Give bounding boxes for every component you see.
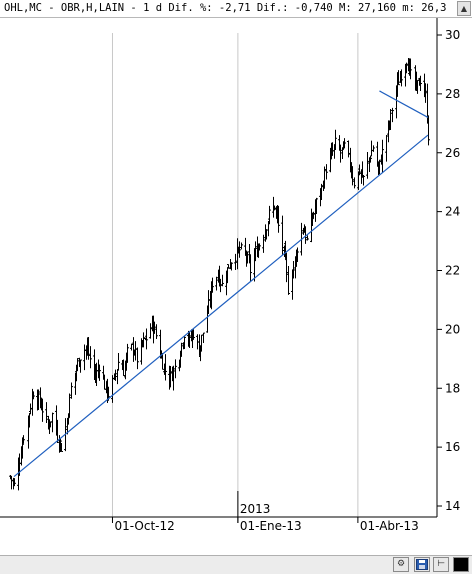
y-tick-label: 22 bbox=[445, 264, 460, 278]
resistance-trendline bbox=[379, 90, 429, 118]
axes: 01-Oct-12 01-Ene-13 01-Abr-13 2013 30 28 26 24 2… bbox=[0, 18, 460, 533]
chart-header: OHL,MC - OBR,H,LAIN - 1 d Dif. %: -2,71 … bbox=[0, 0, 472, 18]
pin-icon[interactable]: ⊢ bbox=[433, 557, 449, 572]
trendlines[interactable] bbox=[13, 90, 429, 478]
x-tick-label: 01-Ene-13 bbox=[240, 519, 302, 533]
y-tick-label: 26 bbox=[445, 146, 460, 160]
bottom-toolbar: ⚙ ⊢ bbox=[0, 555, 472, 574]
wrench-icon[interactable]: ⚙ bbox=[393, 557, 409, 572]
grid-lines bbox=[111, 33, 359, 517]
year-marker-label: 2013 bbox=[240, 502, 271, 516]
y-tick-label: 28 bbox=[445, 87, 460, 101]
price-bars bbox=[9, 57, 430, 491]
chart-area[interactable]: 01-Oct-12 01-Ene-13 01-Abr-13 2013 30 28 26 24 2… bbox=[0, 18, 472, 574]
y-tick-label: 16 bbox=[445, 440, 460, 454]
y-tick-label: 24 bbox=[445, 205, 460, 219]
triangle-up-icon[interactable]: ▲ bbox=[457, 1, 471, 16]
y-tick-label: 20 bbox=[445, 322, 460, 336]
price-chart[interactable]: 01-Oct-12 01-Ene-13 01-Abr-13 2013 30 28 26 24 2… bbox=[0, 18, 472, 537]
y-tick-label: 18 bbox=[445, 381, 460, 395]
floppy-disk-icon[interactable] bbox=[414, 557, 430, 572]
y-tick-label: 30 bbox=[445, 28, 460, 42]
black-square-icon[interactable] bbox=[453, 557, 469, 572]
instrument-summary: OHL,MC - OBR,H,LAIN - 1 d Dif. %: -2,71 … bbox=[4, 2, 447, 14]
x-tick-label: 01-Abr-13 bbox=[360, 519, 419, 533]
x-tick-label: 01-Oct-12 bbox=[114, 519, 174, 533]
support-trendline bbox=[13, 134, 429, 478]
y-tick-label: 14 bbox=[445, 499, 460, 513]
